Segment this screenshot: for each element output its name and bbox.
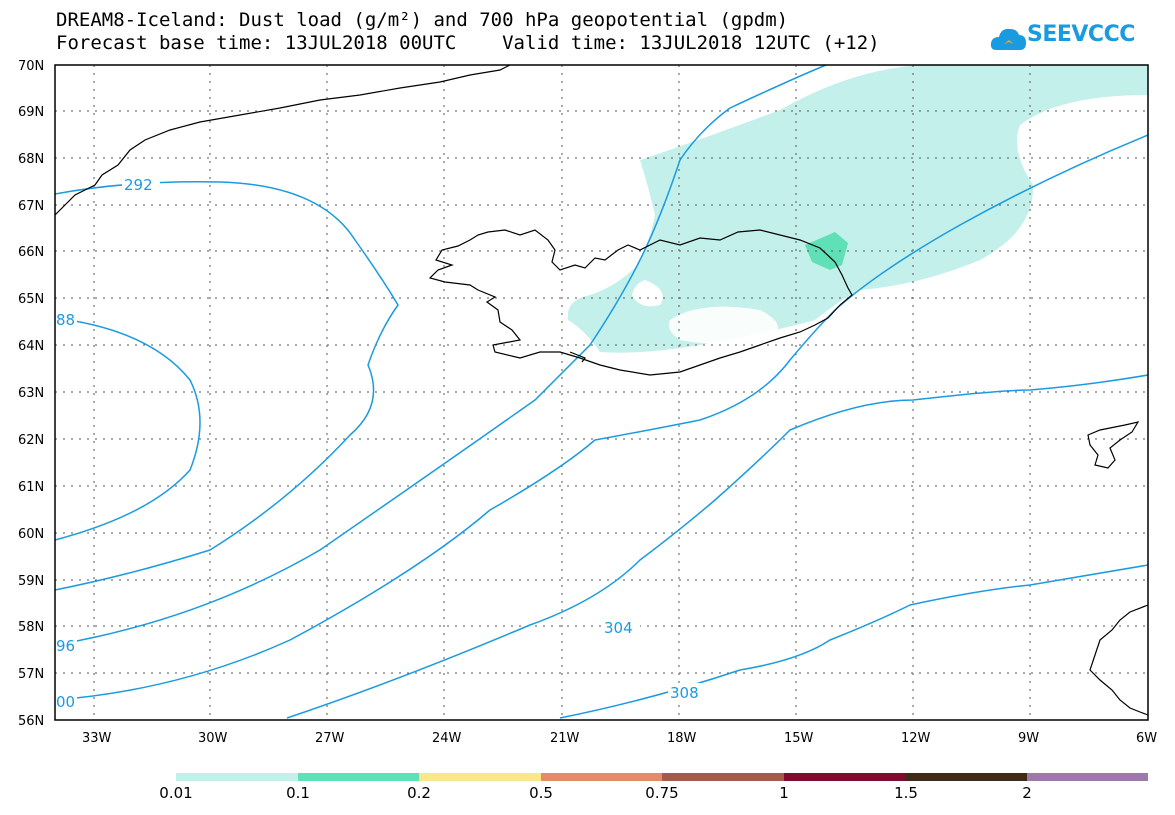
colorbar-segment [541,773,662,781]
contour-label: 96 [56,637,75,655]
dust-region-medium [805,232,848,270]
colorbar-segment [784,773,906,781]
colorbar [176,773,1148,781]
colorbar-label: 2 [1022,784,1032,802]
lat-label: 62N [18,433,44,448]
lat-label: 56N [18,714,44,729]
colorbar-segment [906,773,1027,781]
coastline [54,64,1149,716]
longitude-labels: 33W 30W 27W 24W 21W 18W 15W 12W 9W 6W [82,731,1157,746]
lat-label: 70N [18,59,44,74]
colorbar-label: 1 [779,784,789,802]
colorbar-label: 0.75 [645,784,679,802]
map-frame [54,64,1149,721]
lat-label: 63N [18,386,44,401]
lat-label: 64N [18,339,44,354]
lon-label: 30W [198,731,228,746]
lon-label: 33W [82,731,112,746]
lat-label: 65N [18,292,44,307]
lat-label: 57N [18,667,44,682]
colorbar-label: 0.01 [159,784,193,802]
lat-label: 66N [18,245,44,260]
dust-region-light [567,65,1148,353]
cloud-icon [990,28,1026,50]
lon-label: 21W [550,731,580,746]
lon-label: 27W [315,731,345,746]
chart-title-line2: Forecast base time: 13JUL2018 00UTC Vali… [56,32,880,54]
contour-label: 292 [124,176,153,194]
lon-label: 24W [432,731,462,746]
colorbar-label: 1.5 [894,784,918,802]
logo-text: SEEVCCC [1027,22,1135,47]
colorbar-label: 0.5 [529,784,553,802]
lat-label: 61N [18,480,44,495]
lat-label: 60N [18,527,44,542]
dust-region-clear [632,280,663,307]
lon-label: 12W [901,731,931,746]
lon-label: 18W [667,731,697,746]
colorbar-label: 0.1 [286,784,310,802]
dust-region-clear [668,306,778,344]
colorbar-segment [1027,773,1148,781]
lat-label: 67N [18,199,44,214]
contour-label: 88 [56,311,75,329]
colorbar-segment [298,773,419,781]
lon-label: 6W [1136,731,1157,746]
chart-title-line1: DREAM8-Iceland: Dust load (g/m²) and 700… [56,9,789,31]
geopotential-contours [54,64,1149,719]
lat-label: 68N [18,152,44,167]
lon-label: 15W [784,731,814,746]
contour-label: 308 [670,684,699,702]
lat-label: 59N [18,574,44,589]
lon-label: 9W [1018,731,1039,746]
colorbar-segment [419,773,541,781]
contour-label: 00 [56,693,75,711]
lat-label: 69N [18,105,44,120]
colorbar-label: 0.2 [407,784,431,802]
contour-label: 304 [604,619,633,637]
colorbar-segment [662,773,784,781]
colorbar-segment [176,773,298,781]
lat-label: 58N [18,620,44,635]
map-gridlines [55,65,1148,720]
latitude-labels: 70N 69N 68N 67N 66N 65N 64N 63N 62N 61N … [18,59,44,729]
